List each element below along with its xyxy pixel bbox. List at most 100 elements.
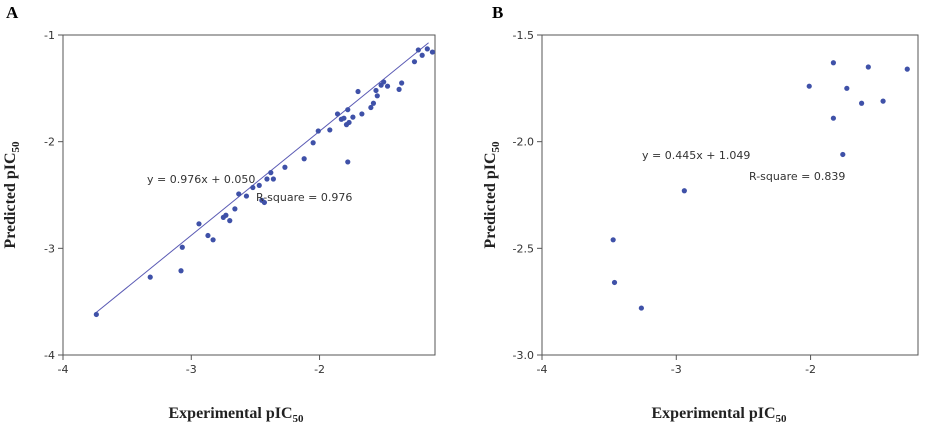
panel-a-data-point [345,159,351,165]
panel-a-data-point [370,100,377,106]
panel-a-data-point [227,218,233,224]
panel-a-data-point [178,268,184,274]
panel-a-data-point [415,47,421,53]
panel-a-data-point [310,140,316,146]
panel-b-letter: B [492,3,503,22]
panel-a-data-point [256,182,262,188]
panel-b-x-axis-title-text: Experimental pIC [652,405,776,422]
panel-a-data-point [419,52,425,58]
panel-a-data-point [301,156,307,162]
panel-a-y-tick-label: -2 [44,136,55,149]
panel-a-data-point [396,86,402,92]
panel-b-y-axis-title: Predicted pIC50 [482,141,502,249]
panel-a-x-tick-label: -2 [314,363,325,376]
panel-b-x-axis-title-subscript: 50 [776,413,788,424]
panel-a-data-point [345,107,351,113]
panel-b-data-point [880,98,886,104]
panel-a-data-point [261,199,267,206]
panel-a-data-point [346,119,352,126]
panel-a-data-point [399,80,405,86]
panel-a-data-point [250,184,256,191]
panel-a-data-point [196,221,202,227]
panel-b-y-axis-title-text: Predicted pIC [482,152,499,248]
panel-a-plot-frame [62,34,436,356]
panel-b-y-tick-label: -2.0 [513,136,534,149]
panel-b-y-axis-title-subscript: 50 [490,141,502,153]
panel-a-equation: y = 0.976x + 0.050 [147,173,255,186]
panel-a-x-ticks: -4 -3 -2 [58,355,325,376]
panel-a-data-point [359,111,365,117]
panel-a-data-point [236,191,242,197]
panel-b-data-point [859,100,865,106]
panel-b-data-point [830,115,837,121]
panel-a-data-point [374,93,380,99]
panel-a-data-point [264,176,270,182]
panel-a-x-axis-title-text: Experimental pIC [169,405,293,422]
panel-b-data-point [611,279,618,286]
panel-a-y-axis-title-text: Predicted pIC [2,152,19,248]
panel-b-y-ticks: -3.0 -2.5 -2.0 -1.5 [513,29,542,362]
panel-a-data-point [327,127,333,133]
panel-a-data-point [429,49,436,55]
panel-a-y-tick-label: -4 [44,349,55,362]
panel-a-data-point [223,212,229,218]
panel-a-data-point [424,46,430,52]
panel-a-data-point [350,114,356,120]
panel-a-y-axis-title: Predicted pIC50 [2,141,22,249]
panel-a-data-point [210,237,216,243]
panel-b-data-point [865,64,871,70]
panel-a-data-point [315,128,321,134]
panel-b-x-axis-title: Experimental pIC50 [652,405,788,424]
panel-b-data-point [844,85,850,91]
panel-a-data-point [368,104,374,111]
panel-a-data-point [268,170,274,176]
panel-a-x-axis-title: Experimental pIC50 [169,405,305,424]
panel-b-x-tick-label: -3 [671,363,682,376]
panel-a-y-axis-title-subscript: 50 [10,141,22,153]
panel-b-points [610,60,910,311]
panel-b-y-tick-label: -3.0 [513,349,534,362]
panel-a-data-point [243,193,250,199]
panel-b-data-point [681,188,687,194]
panel-a-data-point [334,111,341,117]
panel-b-r-square: R-square = 0.839 [749,170,845,183]
panel-b-data-point [830,60,837,66]
panel-a-data-point [93,311,99,318]
panel-a: A -4 -3 -2 -4 -3 -2 -1 y = 0.976x + 0.050 R-s… [2,3,436,424]
panel-a-data-point [341,115,347,121]
panel-a-y-tick-label: -1 [44,29,55,42]
panel-b-data-point [840,151,846,158]
panel-b: B -4 -3 -2 -3.0 -2.5 -2.0 -1.5 y = 0.445x + 1… [482,3,919,424]
panel-a-data-point [381,79,387,85]
panel-a-data-point [282,164,288,170]
panel-a-x-tick-label: -3 [186,363,197,376]
panel-b-x-tick-label: -2 [805,363,816,376]
panel-b-y-tick-label: -1.5 [513,29,534,42]
panel-b-data-point [806,83,812,89]
panel-a-data-point [355,88,361,95]
panel-a-data-point [411,59,418,65]
panel-a-data-point [232,206,238,212]
panel-b-equation: y = 0.445x + 1.049 [642,149,750,162]
panel-a-y-tick-label: -3 [44,242,55,255]
panel-a-y-ticks: -4 -3 -2 -1 [44,29,63,362]
panel-a-x-tick-label: -4 [58,363,69,376]
panel-b-data-point [638,305,644,311]
panel-b-x-ticks: -4 -3 -2 [537,355,816,376]
panel-b-data-point [904,66,910,72]
panel-a-data-point [179,244,185,250]
panel-b-data-point [610,237,616,243]
panel-a-data-point [270,176,276,182]
panel-a-letter: A [6,3,19,22]
panel-a-r-square: R-square = 0.976 [256,191,352,204]
panel-a-data-point [147,274,153,280]
panel-a-data-point [373,87,379,94]
panel-b-x-tick-label: -4 [537,363,548,376]
panel-b-y-tick-label: -2.5 [513,242,534,255]
panel-a-points [93,46,436,318]
panel-a-fit-line [94,42,429,314]
panel-a-data-point [384,83,391,89]
panel-a-x-axis-title-subscript: 50 [293,413,305,424]
